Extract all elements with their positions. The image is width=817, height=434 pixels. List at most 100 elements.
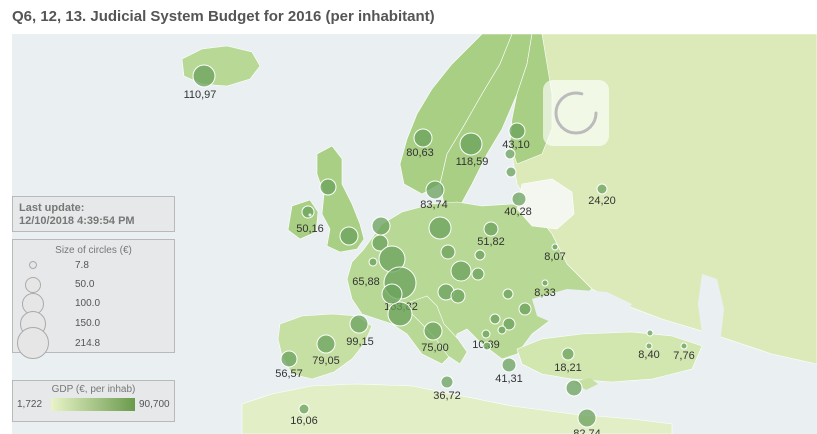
gdp-legend-max: 90,700 [139, 399, 170, 410]
marker-label-greece: 41,31 [495, 373, 523, 385]
marker-label-israel: 82,74 [573, 428, 601, 434]
marker-serbia[interactable] [502, 317, 516, 331]
land-cyprus [574, 378, 598, 390]
last-update-label: Last update: [19, 202, 85, 214]
marker-sweden[interactable] [459, 132, 483, 156]
marker-label-russia: 24,20 [588, 195, 616, 207]
marker-label-ireland: 50,16 [296, 223, 324, 235]
marker-uk-scotland[interactable] [319, 178, 337, 196]
marker-montenegro[interactable] [481, 329, 491, 339]
marker-label-finland: 43,10 [502, 139, 530, 151]
marker-liechtenstein[interactable] [381, 283, 403, 305]
marker-label-andorra: 99,15 [346, 336, 374, 348]
marker-label-malta: 36,72 [433, 390, 461, 402]
marker-morocco[interactable] [298, 403, 310, 415]
marker-azerbaijan[interactable] [680, 342, 688, 350]
marker-ireland[interactable] [308, 213, 312, 217]
marker-greece[interactable] [501, 357, 517, 373]
marker-ukraine[interactable] [551, 243, 559, 251]
gdp-legend-title: GDP (€, per inhab) [51, 384, 136, 395]
marker-romania[interactable] [502, 288, 514, 300]
spinner-icon [554, 91, 598, 135]
marker-latvia[interactable] [505, 166, 517, 178]
marker-lithuania[interactable] [511, 191, 527, 207]
page-title: Q6, 12, 13. Judicial System Budget for 2… [12, 8, 435, 25]
marker-label-france: 65,88 [352, 276, 380, 288]
marker-label-moldova: 8,33 [534, 287, 555, 299]
marker-norway[interactable] [413, 128, 433, 148]
marker-switzerland[interactable] [387, 301, 413, 327]
marker-label-iceland: 110,97 [184, 89, 217, 101]
marker-germany[interactable] [428, 216, 452, 240]
marker-cyprus[interactable] [565, 379, 583, 397]
marker-label-ukraine: 8,07 [544, 251, 565, 263]
marker-label-norway: 80,63 [406, 147, 434, 159]
gdp-gradient-bar [51, 398, 135, 411]
last-update-panel: Last update: 12/10/2018 4:39:54 PM [12, 196, 175, 232]
land-uk [316, 145, 365, 253]
gdp-legend-min: 1,722 [17, 399, 43, 410]
size-legend-title: Size of circles (€) [55, 245, 132, 256]
marker-label-armenia: 8,40 [638, 349, 659, 361]
size-legend-item: 50.0 [13, 276, 174, 296]
marker-iceland[interactable] [192, 64, 216, 88]
marker-label-sweden: 118,59 [456, 156, 489, 168]
marker-czechia[interactable] [440, 244, 456, 260]
marker-turkey[interactable] [561, 347, 575, 361]
marker-hungary[interactable] [471, 267, 485, 281]
marker-luxembourg[interactable] [368, 257, 378, 267]
size-legend-item: 214.8 [13, 327, 174, 359]
marker-uk-northern-ireland[interactable] [301, 205, 315, 219]
marker-russia[interactable] [596, 183, 608, 195]
size-circle-icon [17, 327, 49, 359]
marker-croatia[interactable] [450, 288, 466, 304]
size-legend: Size of circles (€) 7.8 50.0 100.0 150.0… [12, 239, 175, 359]
marker-finland[interactable] [508, 122, 526, 140]
marker-estonia[interactable] [504, 148, 516, 160]
marker-north-macedonia[interactable] [497, 325, 507, 335]
last-update-value: 12/10/2018 4:39:54 PM [19, 215, 135, 227]
land-continent [346, 201, 593, 365]
marker-malta[interactable] [440, 375, 454, 389]
marker-belgium[interactable] [371, 234, 389, 252]
map-background[interactable]: 110,97 80,63 118,59 43,10 40,28 24,20 83,74 50,… [12, 34, 817, 434]
marker-israel[interactable] [577, 408, 597, 428]
marker-uk-england[interactable] [339, 226, 359, 246]
loading-spinner [543, 80, 609, 146]
marker-label-spain: 79,05 [312, 355, 340, 367]
marker-label-morocco: 16,06 [290, 415, 318, 427]
marker-italy[interactable] [423, 321, 443, 341]
marker-bosnia[interactable] [489, 313, 501, 325]
map-view[interactable]: 110,97 80,63 118,59 43,10 40,28 24,20 83,74 50,… [12, 34, 817, 434]
marker-label-poland: 51,82 [477, 236, 505, 248]
marker-austria[interactable] [450, 260, 472, 282]
marker-spain[interactable] [316, 334, 336, 354]
marker-moldova[interactable] [541, 279, 549, 287]
land-belarus [516, 178, 575, 230]
marker-label-azerbaijan: 7,76 [673, 350, 694, 362]
land-north-africa [241, 383, 673, 434]
marker-albania[interactable] [482, 341, 492, 351]
caspian-sea [698, 274, 724, 354]
marker-georgia[interactable] [646, 329, 654, 337]
marker-label-portugal: 56,57 [275, 368, 303, 380]
marker-poland[interactable] [483, 221, 499, 237]
gdp-legend: GDP (€, per inhab) 1,722 90,700 [12, 380, 175, 422]
marker-label-denmark: 83,74 [420, 199, 448, 211]
marker-label-lithuania: 40,28 [504, 206, 532, 218]
black-sea [532, 289, 632, 329]
marker-andorra[interactable] [349, 314, 369, 334]
marker-slovakia[interactable] [474, 249, 486, 261]
size-legend-item: 100.0 [13, 293, 174, 315]
size-circle-icon [25, 277, 41, 293]
marker-armenia[interactable] [645, 342, 653, 350]
marker-label-italy: 75,00 [421, 342, 449, 354]
marker-netherlands[interactable] [371, 216, 391, 236]
marker-label-turkey: 18,21 [554, 362, 582, 374]
size-legend-item: 7.8 [13, 257, 174, 277]
marker-portugal[interactable] [280, 350, 298, 368]
marker-bulgaria[interactable] [518, 302, 532, 316]
size-circle-icon [29, 261, 37, 269]
marker-denmark[interactable] [425, 180, 445, 200]
land-turkey [516, 331, 703, 383]
